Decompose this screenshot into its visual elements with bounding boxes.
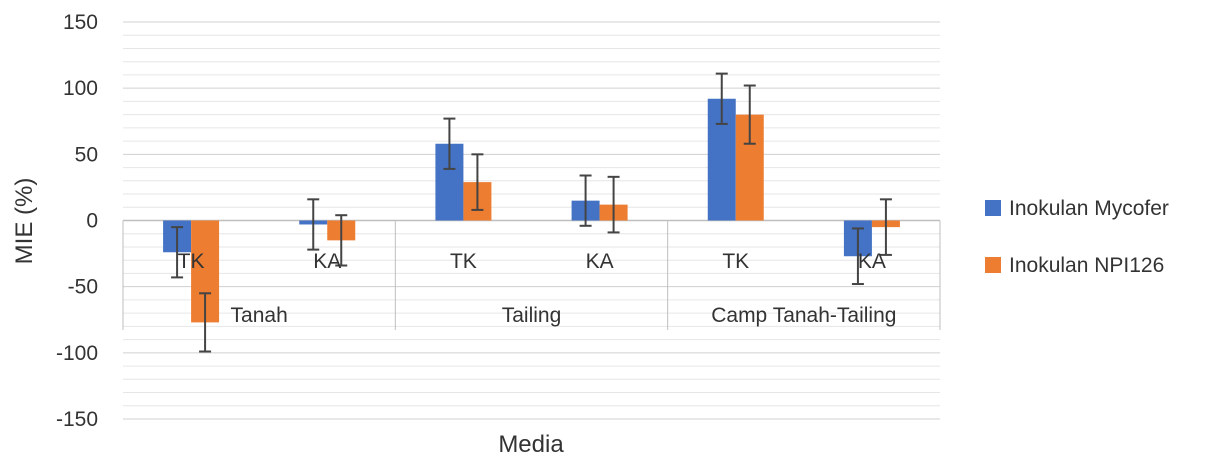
category-label: KA <box>858 250 886 273</box>
category-label: KA <box>586 250 614 273</box>
error-bar <box>579 174 592 227</box>
x-axis-title: Media <box>498 431 564 458</box>
y-tick-label: 50 <box>75 143 98 166</box>
error-bar <box>335 214 348 267</box>
error-bar <box>471 153 484 211</box>
legend-swatch <box>985 200 1001 216</box>
error-bar <box>851 227 864 286</box>
y-tick-label: -150 <box>56 408 98 431</box>
group-label: Tailing <box>502 304 562 327</box>
y-tick-label: -100 <box>56 342 98 365</box>
y-tick-label: -50 <box>68 276 98 299</box>
error-bar <box>743 84 756 145</box>
group-labels: Tanah Tailing Camp Tanah-Tailing <box>231 304 897 327</box>
category-label: TK <box>178 250 205 273</box>
error-bar <box>307 198 320 251</box>
legend-label: Inokulan Mycofer <box>1009 197 1169 220</box>
error-bar <box>715 72 728 125</box>
error-bar <box>171 226 184 279</box>
gridlines <box>123 21 940 420</box>
error-bar <box>879 198 892 256</box>
group-dividers <box>122 219 941 330</box>
y-tick-label: 100 <box>63 77 98 100</box>
category-label: TK <box>450 250 477 273</box>
y-axis-title: MIE (%) <box>11 178 38 265</box>
group-label: Camp Tanah-Tailing <box>711 304 896 327</box>
error-bars <box>171 72 892 353</box>
y-tick-labels: 150 100 50 0 -50 -100 -150 <box>56 11 98 431</box>
category-label: KA <box>313 250 341 273</box>
error-bar <box>607 175 620 234</box>
y-tick-label: 0 <box>86 210 98 233</box>
legend-label: Inokulan NPI126 <box>1009 254 1164 277</box>
legend-swatch <box>985 257 1001 273</box>
group-label: Tanah <box>231 304 288 327</box>
y-tick-label: 150 <box>63 11 98 34</box>
bars <box>163 98 900 323</box>
legend: Inokulan Mycofer Inokulan NPI126 <box>985 197 1169 277</box>
error-bar <box>443 117 456 170</box>
category-labels: TK KA TK KA TK KA <box>178 250 886 273</box>
error-bar <box>199 292 212 353</box>
category-label: TK <box>722 250 749 273</box>
